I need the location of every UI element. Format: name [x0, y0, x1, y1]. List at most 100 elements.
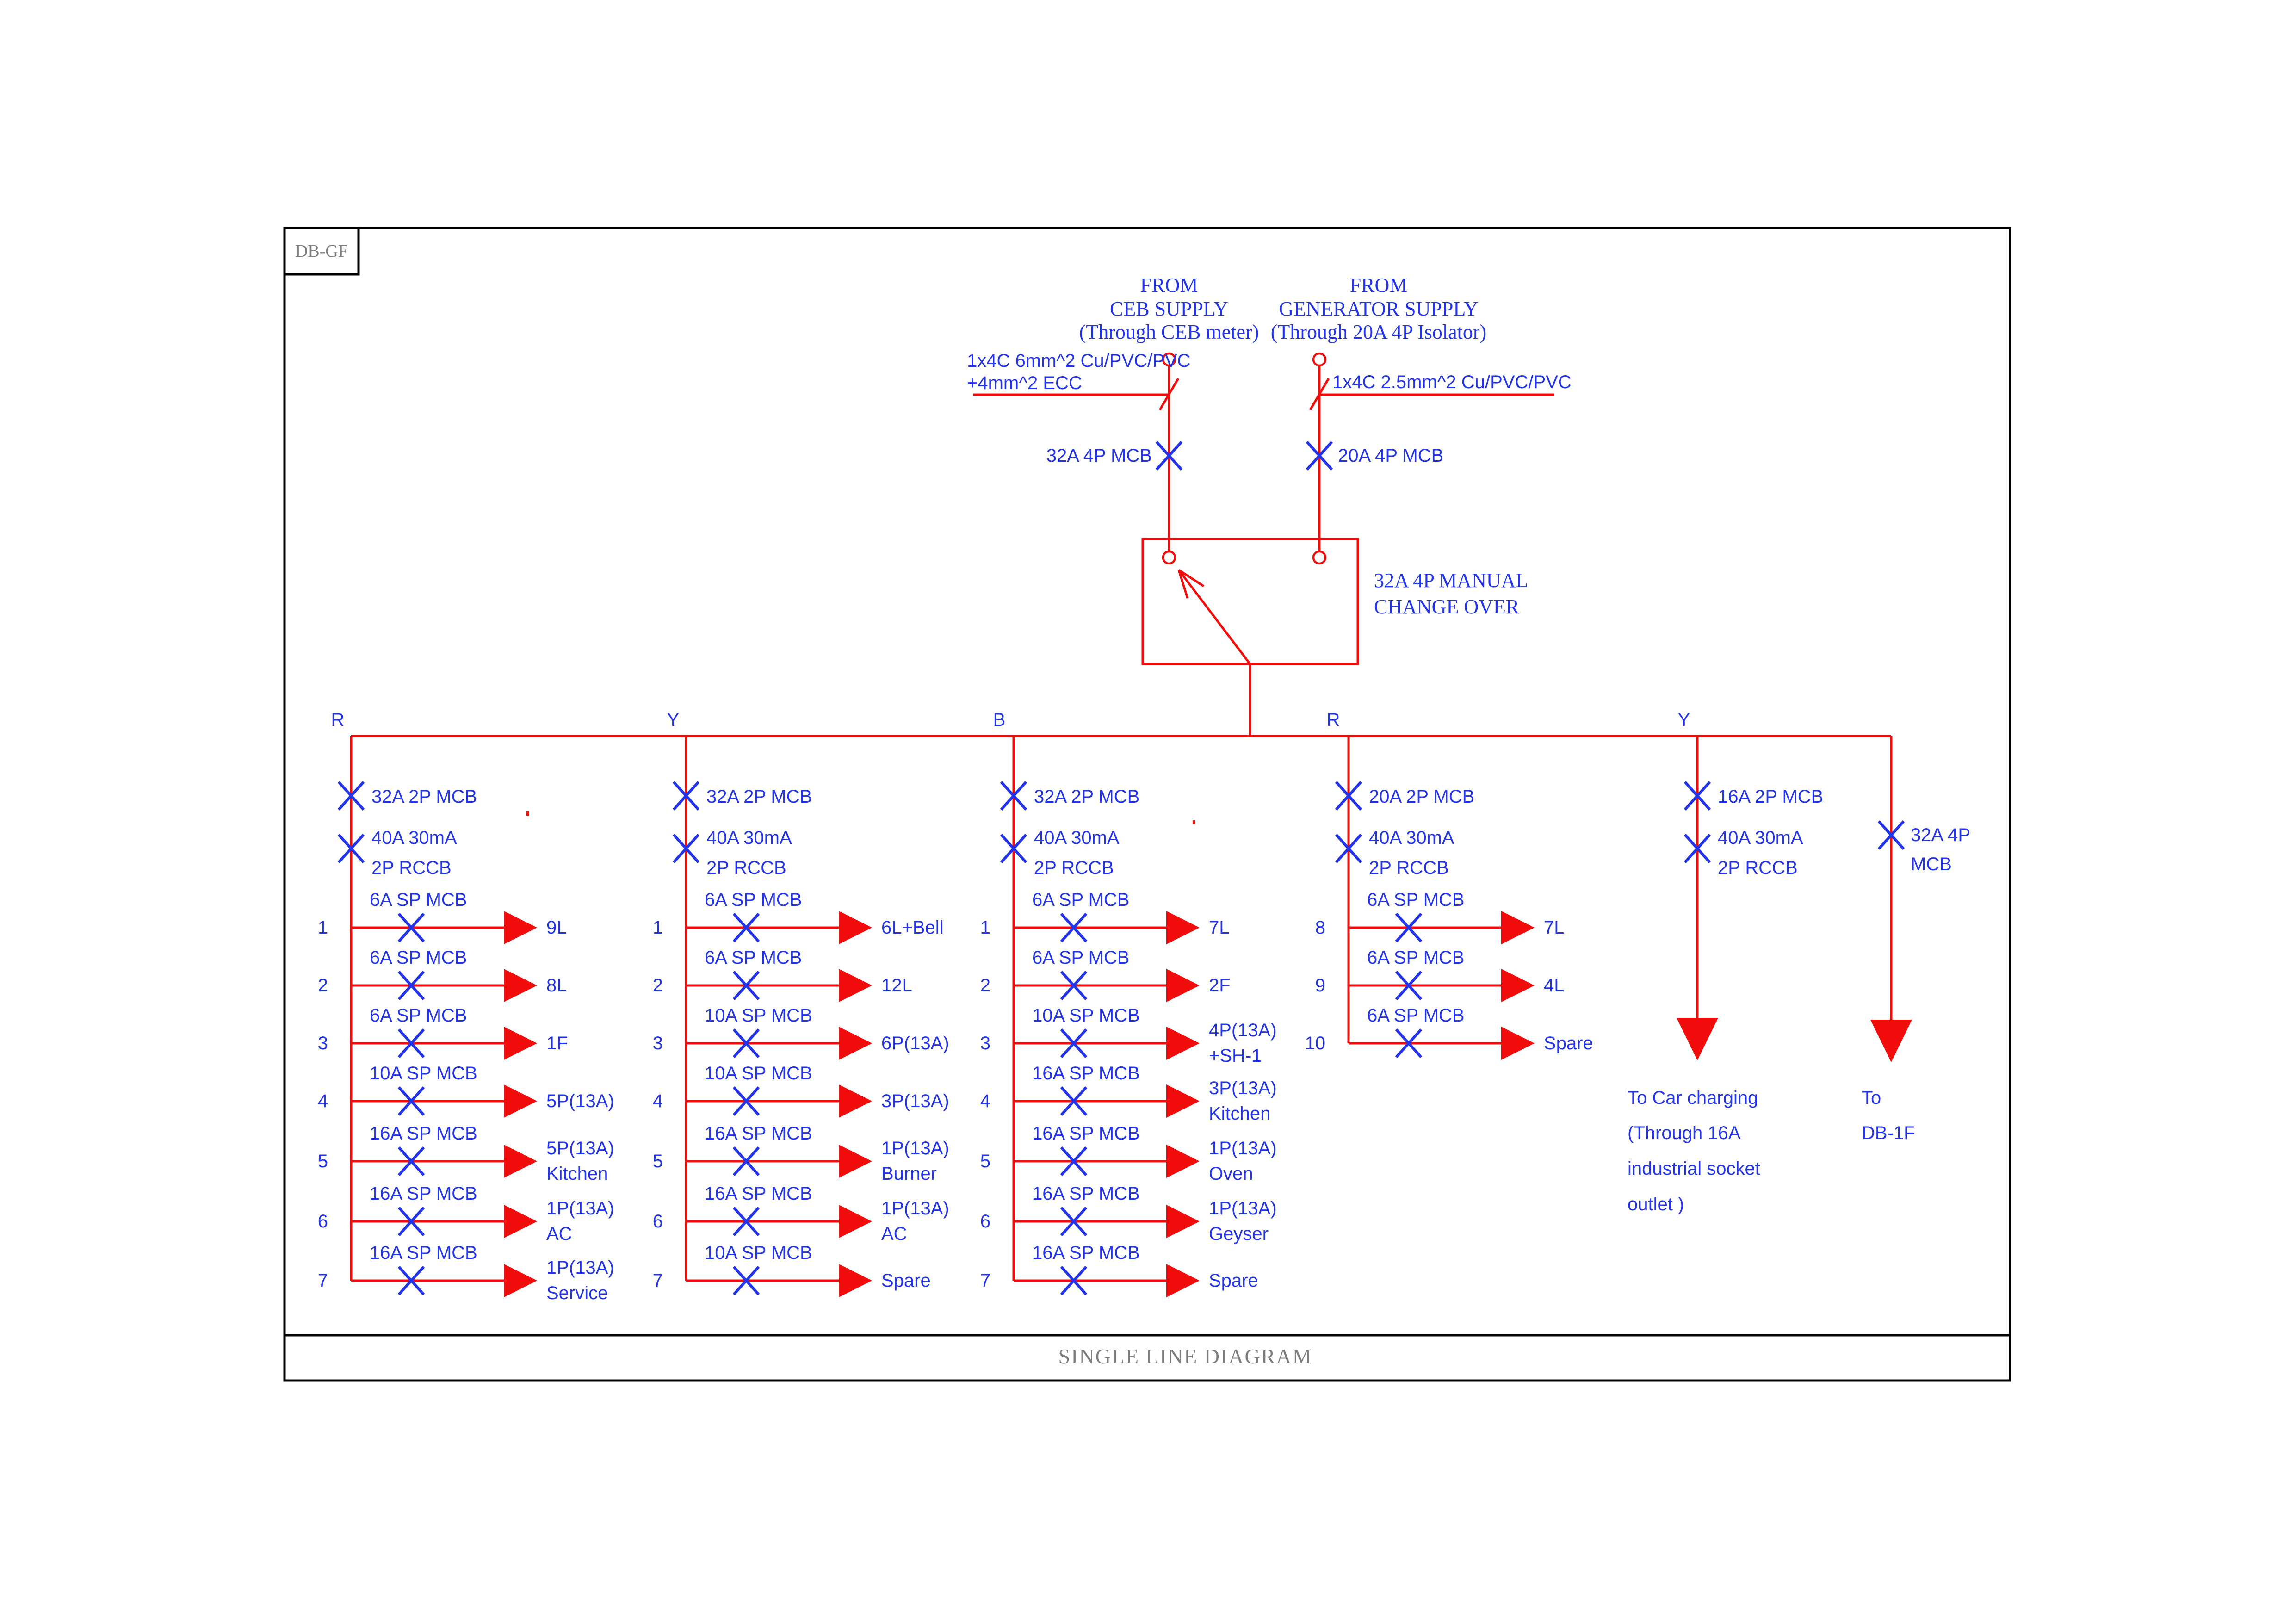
- circuit-label: 1P(13A): [546, 1258, 614, 1278]
- circuit-label: 4L: [1544, 975, 1565, 996]
- column-main-breaker-label: 20A 2P MCB: [1369, 787, 1475, 807]
- branch-mcb-label: 16A SP MCB: [1032, 1243, 1140, 1263]
- branch-mcb-label: 6A SP MCB: [705, 948, 802, 968]
- terminal-icon: [1313, 353, 1325, 365]
- column-rccb-label: 40A 30mA: [706, 828, 792, 848]
- circuit-label: 3P(13A): [881, 1091, 949, 1111]
- column-main-breaker-label: 32A 2P MCB: [1034, 787, 1140, 807]
- circuit-label: 5P(13A): [546, 1091, 614, 1111]
- branch-mcb-label: 6A SP MCB: [705, 890, 802, 910]
- feeder-arrow-icon: [1501, 911, 1535, 944]
- feeder-arrow-icon: [504, 1205, 537, 1238]
- circuit-number: 10: [1305, 1033, 1326, 1053]
- footer-title: SINGLE LINE DIAGRAM: [1058, 1344, 1312, 1368]
- circuit-label: 1P(13A): [881, 1198, 949, 1219]
- plot-artifact-dot: [526, 811, 529, 816]
- circuit-number: 6: [317, 1211, 328, 1232]
- column-rccb-label: 40A 30mA: [1718, 828, 1803, 848]
- feeder-arrow-icon: [839, 911, 872, 944]
- branch-mcb-label: 6A SP MCB: [1367, 1005, 1465, 1026]
- branch-mcb-label: 16A SP MCB: [1032, 1063, 1140, 1084]
- column-rccb-label: 2P RCCB: [1718, 858, 1798, 878]
- circuit-label: 1P(13A): [546, 1198, 614, 1219]
- column-main-breaker-label: 32A 2P MCB: [371, 787, 477, 807]
- sheet-border: [283, 227, 2011, 1382]
- column-main-breaker-label: 16A 2P MCB: [1718, 787, 1824, 807]
- column-rccb-label: 40A 30mA: [1034, 828, 1120, 848]
- branch-mcb-label: 6A SP MCB: [1032, 890, 1130, 910]
- circuit-label: Kitchen: [1209, 1103, 1271, 1124]
- feeder-arrow-icon: [839, 1205, 872, 1238]
- gen-from: FROM: [1349, 273, 1408, 297]
- branch-mcb-label: 6A SP MCB: [1367, 890, 1465, 910]
- down-arrow-icon: [1677, 1018, 1718, 1060]
- circuit-label: Kitchen: [546, 1164, 608, 1184]
- circuit-number: 1: [652, 917, 663, 938]
- feeder-breaker-label: MCB: [1911, 854, 1952, 874]
- feeder-destination: DB-1F: [1862, 1123, 1915, 1143]
- circuit-label: 1P(13A): [881, 1138, 949, 1158]
- branch-mcb-label: 6A SP MCB: [1032, 948, 1130, 968]
- feeder-arrow-icon: [504, 969, 537, 1002]
- cable-tap-icon: [1309, 378, 1330, 411]
- circuit-label: 1P(13A): [1209, 1198, 1277, 1219]
- circuit-label: 6L+Bell: [881, 917, 944, 938]
- branch-mcb-label: 6A SP MCB: [370, 1005, 467, 1026]
- circuit-label: 3P(13A): [1209, 1078, 1277, 1098]
- circuit-label: Geyser: [1209, 1224, 1269, 1244]
- ceb-via: (Through CEB meter): [1079, 320, 1259, 343]
- branch-mcb-label: 16A SP MCB: [370, 1183, 477, 1204]
- circuit-label: 2F: [1209, 975, 1231, 996]
- branch-mcb-label: 10A SP MCB: [705, 1243, 812, 1263]
- title-block-box: [283, 227, 360, 276]
- column2-branches: [686, 911, 872, 1297]
- circuit-number: 5: [980, 1151, 990, 1171]
- feeder-destination: outlet ): [1628, 1194, 1684, 1214]
- circuit-label: 7L: [1544, 917, 1565, 938]
- feeder-arrow-icon: [839, 969, 872, 1002]
- branch-mcb-label: 16A SP MCB: [705, 1123, 812, 1144]
- feeder-arrow-icon: [839, 1027, 872, 1060]
- circuit-label: Oven: [1209, 1164, 1253, 1184]
- circuit-number: 4: [317, 1091, 328, 1111]
- circuit-label: 9L: [546, 917, 567, 938]
- circuit-label: +SH-1: [1209, 1046, 1262, 1066]
- down-arrow-icon: [1870, 1020, 1912, 1062]
- column-main-breaker-label: 32A 2P MCB: [706, 787, 812, 807]
- feeder-arrow-icon: [839, 1084, 872, 1118]
- ceb-name: CEB SUPPLY: [1109, 297, 1229, 320]
- gen-via: (Through 20A 4P Isolator): [1270, 320, 1487, 343]
- branch-mcb-label: 16A SP MCB: [370, 1243, 477, 1263]
- ceb-incomer-breaker: 32A 4P MCB: [1046, 446, 1152, 466]
- branch-mcb-label: 16A SP MCB: [1032, 1183, 1140, 1204]
- circuit-number: 1: [980, 917, 990, 938]
- circuit-number: 5: [652, 1151, 663, 1171]
- circuit-label: 1P(13A): [1209, 1138, 1277, 1158]
- circuit-label: 1F: [546, 1033, 568, 1053]
- circuit-number: 3: [980, 1033, 990, 1053]
- feeder-arrow-icon: [1501, 1027, 1535, 1060]
- circuit-number: 1: [317, 917, 328, 938]
- circuit-number: 8: [1315, 917, 1325, 938]
- column-rccb-label: 40A 30mA: [371, 828, 457, 848]
- gen-cable-spec: 1x4C 2.5mm^2 Cu/PVC/PVC: [1332, 372, 1572, 392]
- plot-artifact-dot: [1193, 820, 1195, 824]
- column1-branches: [351, 911, 537, 1297]
- changeover-blade-icon: [1177, 569, 1251, 665]
- phase-label: Y: [1677, 710, 1690, 730]
- column-rccb-label: 2P RCCB: [1034, 858, 1114, 878]
- circuit-label: Service: [546, 1283, 608, 1303]
- circuit-label: 5P(13A): [546, 1138, 614, 1158]
- feeder-arrow-icon: [1166, 969, 1200, 1002]
- gen-incomer-breaker: 20A 4P MCB: [1338, 446, 1444, 466]
- circuit-number: 4: [652, 1091, 663, 1111]
- db-title: DB-GF: [295, 242, 348, 261]
- circuit-number: 7: [652, 1270, 663, 1291]
- feeder-arrow-icon: [1166, 1145, 1200, 1178]
- circuit-label: AC: [546, 1224, 572, 1244]
- branch-mcb-label: 16A SP MCB: [1032, 1123, 1140, 1144]
- column-rccb-label: 2P RCCB: [371, 858, 452, 878]
- column-rccb-label: 2P RCCB: [706, 858, 786, 878]
- feeder-arrow-icon: [504, 1027, 537, 1060]
